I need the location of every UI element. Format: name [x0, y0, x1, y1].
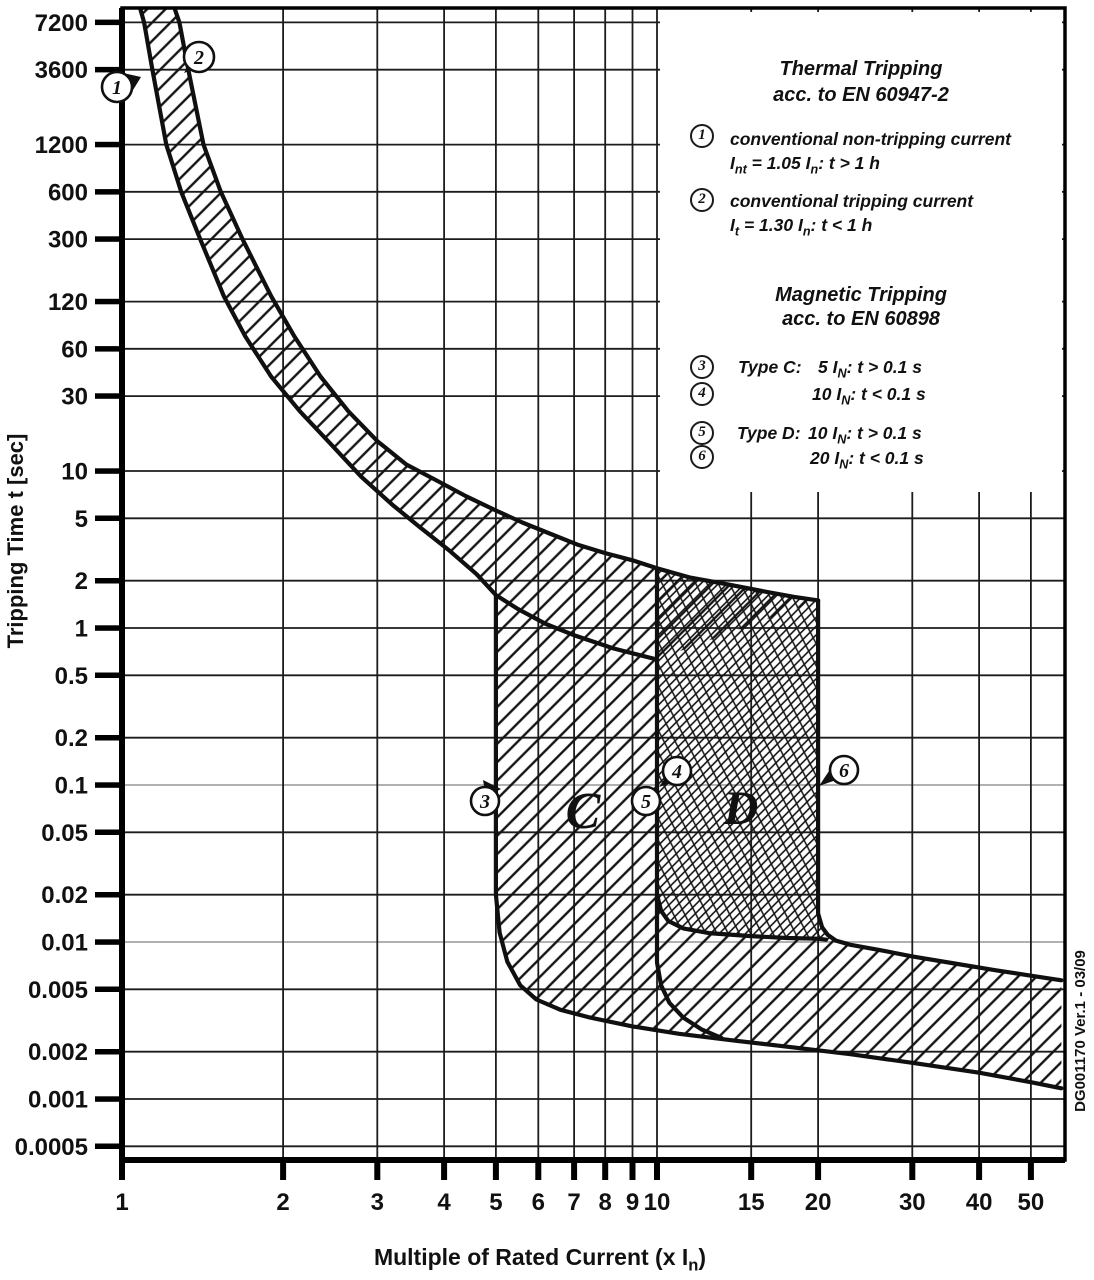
x-axis-title: Multiple of Rated Current (x In) — [373, 1244, 707, 1275]
x-tick-label: 5 — [489, 1189, 502, 1216]
legend-marker-5-icon: 5 — [690, 421, 714, 445]
x-tick-label: 30 — [899, 1189, 926, 1216]
marker-6-number: 6 — [839, 760, 849, 782]
curve-type_d_lower_10In — [654, 892, 829, 942]
curve-thermal_upper_1.30In — [172, 8, 821, 603]
y-tick-label: 2 — [75, 568, 88, 595]
y-tick-label: 0.0005 — [15, 1134, 88, 1161]
legend-item-5-formula: 10 IN: t > 0.1 s — [808, 423, 922, 447]
y-tick-label: 0.05 — [41, 820, 88, 847]
marker-1-number: 1 — [112, 77, 122, 99]
x-tick-label: 2 — [276, 1189, 289, 1216]
y-tick-label: 3600 — [35, 57, 88, 84]
y-tick-label: 1200 — [35, 132, 88, 159]
thermal-tripping-standard: acc. to EN 60947-2 — [773, 84, 949, 106]
x-tick-label: 8 — [599, 1189, 612, 1216]
legend-marker-1-icon: 1 — [690, 124, 714, 148]
y-tick-label: 10 — [61, 459, 88, 486]
marker-5-circle-icon — [630, 785, 662, 817]
y-tick-label: 0.2 — [55, 725, 88, 752]
magnetic-tripping-standard: acc. to EN 60898 — [782, 308, 940, 330]
y-tick-label: 300 — [48, 227, 88, 254]
marker-3-number: 3 — [479, 791, 490, 813]
y-tick-label: 0.1 — [55, 773, 88, 800]
y-tick-label: 0.5 — [55, 663, 88, 690]
y-axis-title: Tripping Time t [sec] — [3, 433, 28, 649]
legend-type-d-label: Type D: — [737, 423, 801, 443]
y-tick-label: 1 — [75, 616, 88, 643]
curve-type_c_upper_10In — [654, 566, 724, 1040]
legend-marker-3-icon: 3 — [690, 355, 714, 379]
legend-item-6-formula: 20 IN: t < 0.1 s — [810, 448, 924, 472]
legend-item-3-formula: 5 IN: t > 0.1 s — [818, 357, 922, 381]
marker-1-circle-icon — [100, 70, 134, 104]
legend-item-1-formula: Int = 1.05 In: t > 1 h — [730, 153, 880, 177]
x-tick-label: 7 — [567, 1189, 580, 1216]
marker-2-number: 2 — [193, 47, 204, 69]
y-tick-label: 60 — [61, 336, 88, 363]
zone-label-D: D — [723, 782, 759, 835]
thermal-tripping-title: Thermal Tripping — [779, 58, 943, 80]
legend-item-2-formula: It = 1.30 In: t < 1 h — [730, 215, 873, 239]
y-tick-label: 0.005 — [28, 977, 88, 1004]
y-tick-label: 0.001 — [28, 1087, 88, 1114]
y-tick-label: 7200 — [35, 10, 88, 37]
curve-type_d_upper_20In — [816, 598, 1064, 983]
x-tick-label: 10 — [644, 1189, 671, 1216]
x-tick-label: 40 — [966, 1189, 993, 1216]
axes-frame: 7200360012006003001206030105210.50.20.10… — [15, 6, 1067, 1216]
zone-label-C: C — [566, 783, 602, 840]
y-tick-label: 600 — [48, 179, 88, 206]
x-tick-label: 4 — [437, 1189, 451, 1216]
x-tick-label: 3 — [371, 1189, 384, 1216]
y-tick-label: 0.02 — [41, 882, 88, 909]
type-d-region-crosshatch — [657, 568, 836, 941]
x-tick-label: 15 — [738, 1189, 765, 1216]
curve-type_c_lower_5In — [493, 593, 1064, 1091]
x-tick-label: 20 — [805, 1189, 832, 1216]
legend-marker-6-icon: 6 — [690, 445, 714, 469]
legend-item-2-text: conventional tripping current — [730, 191, 974, 211]
marker-2-circle-icon — [182, 40, 216, 74]
legend-item-1-text: conventional non-tripping current — [730, 129, 1011, 149]
legend-type-c-label: Type C: — [738, 357, 802, 377]
y-tick-label: 0.002 — [28, 1039, 88, 1066]
boundary-curves — [137, 8, 1064, 1091]
curve-thermal_lower_1.05In — [137, 8, 660, 662]
legend-marker-2-icon: 2 — [690, 188, 714, 212]
y-tick-label: 120 — [48, 289, 88, 316]
legend-marker-4-icon: 4 — [690, 382, 714, 406]
type-c-and-bottom-band-region — [495, 595, 1062, 1089]
marker-6-circle-icon — [828, 754, 860, 786]
x-tick-label: 1 — [115, 1189, 128, 1216]
document-reference: DG001170 Ver.1 - 03/09 — [1072, 950, 1089, 1112]
y-tick-label: 0.01 — [41, 930, 88, 957]
x-tick-label: 50 — [1018, 1189, 1045, 1216]
y-tick-label: 30 — [61, 384, 88, 411]
x-tick-label: 6 — [532, 1189, 545, 1216]
shaded-regions — [140, 8, 1062, 1089]
magnetic-tripping-title: Magnetic Tripping — [775, 284, 947, 306]
legend-item-4-formula: 10 IN: t < 0.1 s — [812, 384, 926, 408]
y-tick-label: 5 — [75, 506, 88, 533]
marker-4-number: 4 — [671, 761, 682, 783]
marker-4-circle-icon — [661, 755, 693, 787]
marker-3-circle-icon — [469, 785, 501, 817]
marker-5-number: 5 — [641, 791, 651, 813]
x-tick-label: 9 — [626, 1189, 639, 1216]
legend-panel: Thermal Tripping acc. to EN 60947-2 1 co… — [660, 12, 1062, 492]
